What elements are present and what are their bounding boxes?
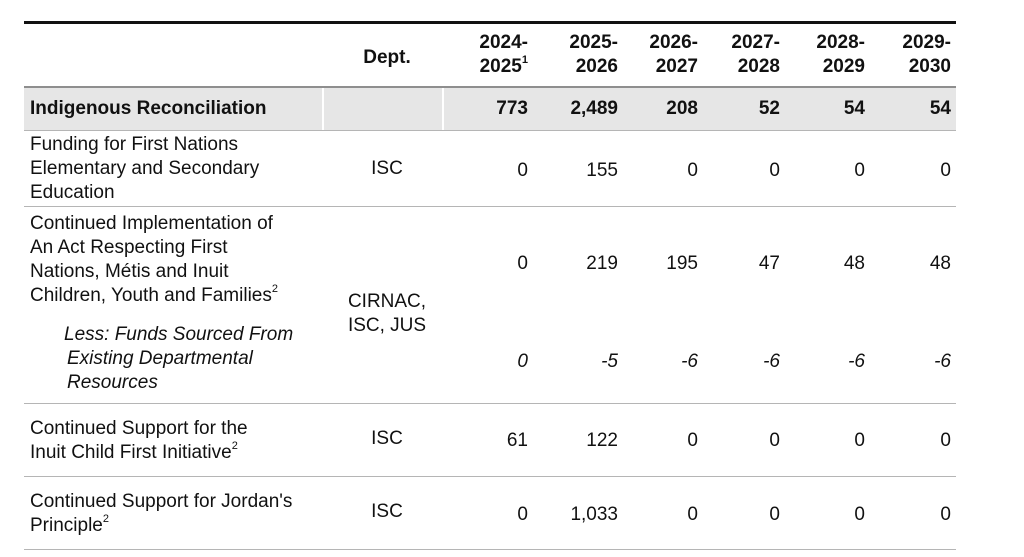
section-value: 52	[758, 98, 780, 119]
table-row: Continued Support for the Inuit Child Fi…	[24, 404, 956, 476]
row-value: 0	[854, 430, 865, 451]
row-value: 0	[854, 160, 865, 181]
year-header-2028: 2028- 2029	[816, 32, 865, 77]
row-rule	[24, 476, 956, 477]
row-label: Continued Support for the Inuit Child Fi…	[30, 418, 248, 463]
column-divider	[322, 88, 324, 130]
row-value: -6	[681, 351, 698, 372]
row-value: 0	[687, 504, 698, 525]
section-value: 773	[496, 98, 528, 119]
row-value: 0	[769, 504, 780, 525]
column-divider	[442, 88, 444, 130]
year-header-2029: 2029- 2030	[902, 32, 951, 77]
row-value: 0	[517, 160, 528, 181]
dept-column-header: Dept.	[363, 47, 411, 68]
table-header-row: Dept. 2024- 20251 2025- 2026 2026- 2027 20…	[24, 24, 956, 87]
section-value: 54	[843, 98, 865, 119]
section-value: 54	[929, 98, 951, 119]
row-rule	[24, 403, 956, 404]
row-value: 0	[687, 160, 698, 181]
row-value: -6	[934, 351, 951, 372]
row-value: -6	[848, 351, 865, 372]
row-value: 122	[586, 430, 618, 451]
table-row: Continued Support for Jordan's Principle…	[24, 477, 956, 549]
row-value: -6	[763, 351, 780, 372]
row-value: 0	[940, 430, 951, 451]
row-rule	[24, 130, 956, 131]
row-value: 48	[929, 253, 951, 274]
row-value: 0	[517, 504, 528, 525]
header-rule	[24, 86, 956, 88]
row-value: 47	[758, 253, 780, 274]
section-value: 2,489	[570, 98, 618, 119]
year-header-2026: 2026- 2027	[649, 32, 698, 77]
table-row-group: Continued Implementation of An Act Respe…	[24, 207, 956, 403]
row-value: 195	[666, 253, 698, 274]
row-dept: CIRNAC, ISC, JUS	[347, 291, 427, 336]
row-value: 0	[769, 160, 780, 181]
row-dept: ISC	[371, 158, 403, 179]
row-rule	[24, 549, 956, 550]
row-label: Continued Implementation of An Act Respe…	[30, 213, 278, 306]
section-label: Indigenous Reconciliation	[30, 98, 267, 119]
table-row: Funding for First Nations Elementary and …	[24, 131, 956, 206]
row-rule	[24, 206, 956, 207]
row-dept: ISC	[371, 428, 403, 449]
year-header-2027: 2027- 2028	[731, 32, 780, 77]
row-value: 0	[940, 504, 951, 525]
year-header-2024: 2024- 20251	[479, 32, 528, 77]
row-value: 219	[586, 253, 618, 274]
row-dept: ISC	[371, 501, 403, 522]
row-value: 0	[687, 430, 698, 451]
row-value: 0	[769, 430, 780, 451]
year-header-2025: 2025- 2026	[569, 32, 618, 77]
row-value: 0	[517, 253, 528, 274]
row-value: -5	[601, 351, 618, 372]
row-label: Less: Funds Sourced From Existing Depart…	[64, 324, 294, 393]
section-value: 208	[666, 98, 698, 119]
row-value: 0	[940, 160, 951, 181]
section-row: Indigenous Reconciliation 773 2,489 208 …	[24, 88, 956, 130]
row-value: 1,033	[570, 504, 618, 525]
row-value: 61	[506, 430, 528, 451]
row-value: 0	[517, 351, 528, 372]
row-label: Continued Support for Jordan's Principle…	[30, 491, 293, 536]
row-value: 48	[843, 253, 865, 274]
row-value: 0	[854, 504, 865, 525]
row-value: 155	[586, 160, 618, 181]
table-top-rule	[24, 21, 956, 24]
row-label: Funding for First Nations Elementary and …	[30, 134, 260, 203]
